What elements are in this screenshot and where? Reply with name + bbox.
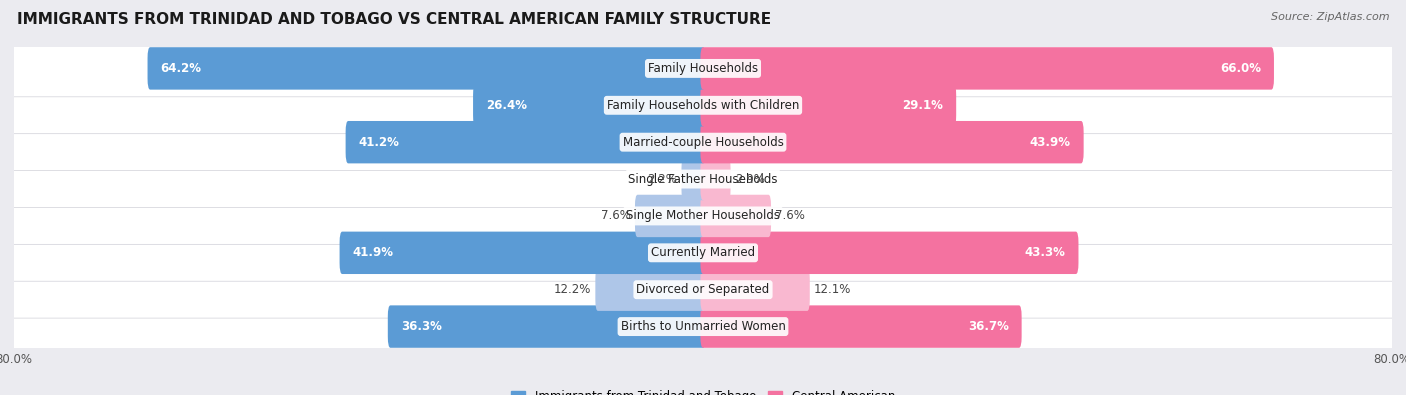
Text: 36.7%: 36.7% <box>967 320 1008 333</box>
Text: Family Households with Children: Family Households with Children <box>607 99 799 112</box>
Text: 12.1%: 12.1% <box>814 283 852 296</box>
Text: 7.6%: 7.6% <box>775 209 806 222</box>
FancyBboxPatch shape <box>3 40 1403 97</box>
FancyBboxPatch shape <box>3 114 1403 171</box>
FancyBboxPatch shape <box>148 47 706 90</box>
FancyBboxPatch shape <box>700 47 1274 90</box>
Text: Source: ZipAtlas.com: Source: ZipAtlas.com <box>1271 12 1389 22</box>
FancyBboxPatch shape <box>3 150 1403 207</box>
FancyBboxPatch shape <box>700 195 770 237</box>
FancyBboxPatch shape <box>3 261 1403 318</box>
Text: 12.2%: 12.2% <box>554 283 591 296</box>
FancyBboxPatch shape <box>3 224 1403 281</box>
FancyBboxPatch shape <box>700 269 810 311</box>
FancyBboxPatch shape <box>700 121 1084 164</box>
FancyBboxPatch shape <box>3 77 1403 134</box>
Text: 7.6%: 7.6% <box>600 209 631 222</box>
Text: 64.2%: 64.2% <box>160 62 201 75</box>
Text: 43.3%: 43.3% <box>1025 246 1066 260</box>
FancyBboxPatch shape <box>3 298 1403 355</box>
Text: 2.2%: 2.2% <box>647 173 678 186</box>
Text: Divorced or Separated: Divorced or Separated <box>637 283 769 296</box>
Text: 26.4%: 26.4% <box>486 99 527 112</box>
Text: 41.9%: 41.9% <box>353 246 394 260</box>
FancyBboxPatch shape <box>346 121 706 164</box>
FancyBboxPatch shape <box>388 305 706 348</box>
FancyBboxPatch shape <box>472 84 706 126</box>
Legend: Immigrants from Trinidad and Tobago, Central American: Immigrants from Trinidad and Tobago, Cen… <box>506 385 900 395</box>
Text: 29.1%: 29.1% <box>903 99 943 112</box>
Text: 41.2%: 41.2% <box>359 135 399 149</box>
FancyBboxPatch shape <box>3 188 1403 245</box>
Text: Single Mother Households: Single Mother Households <box>626 209 780 222</box>
FancyBboxPatch shape <box>700 84 956 126</box>
Text: 36.3%: 36.3% <box>401 320 441 333</box>
FancyBboxPatch shape <box>340 231 706 274</box>
Text: Currently Married: Currently Married <box>651 246 755 260</box>
Text: 66.0%: 66.0% <box>1220 62 1261 75</box>
FancyBboxPatch shape <box>682 158 706 200</box>
Text: Single Father Households: Single Father Households <box>628 173 778 186</box>
Text: 43.9%: 43.9% <box>1029 135 1071 149</box>
FancyBboxPatch shape <box>595 269 706 311</box>
FancyBboxPatch shape <box>636 195 706 237</box>
FancyBboxPatch shape <box>700 231 1078 274</box>
Text: Births to Unmarried Women: Births to Unmarried Women <box>620 320 786 333</box>
Text: 2.9%: 2.9% <box>735 173 765 186</box>
Text: Married-couple Households: Married-couple Households <box>623 135 783 149</box>
Text: IMMIGRANTS FROM TRINIDAD AND TOBAGO VS CENTRAL AMERICAN FAMILY STRUCTURE: IMMIGRANTS FROM TRINIDAD AND TOBAGO VS C… <box>17 12 770 27</box>
Text: Family Households: Family Households <box>648 62 758 75</box>
FancyBboxPatch shape <box>700 305 1022 348</box>
FancyBboxPatch shape <box>700 158 731 200</box>
